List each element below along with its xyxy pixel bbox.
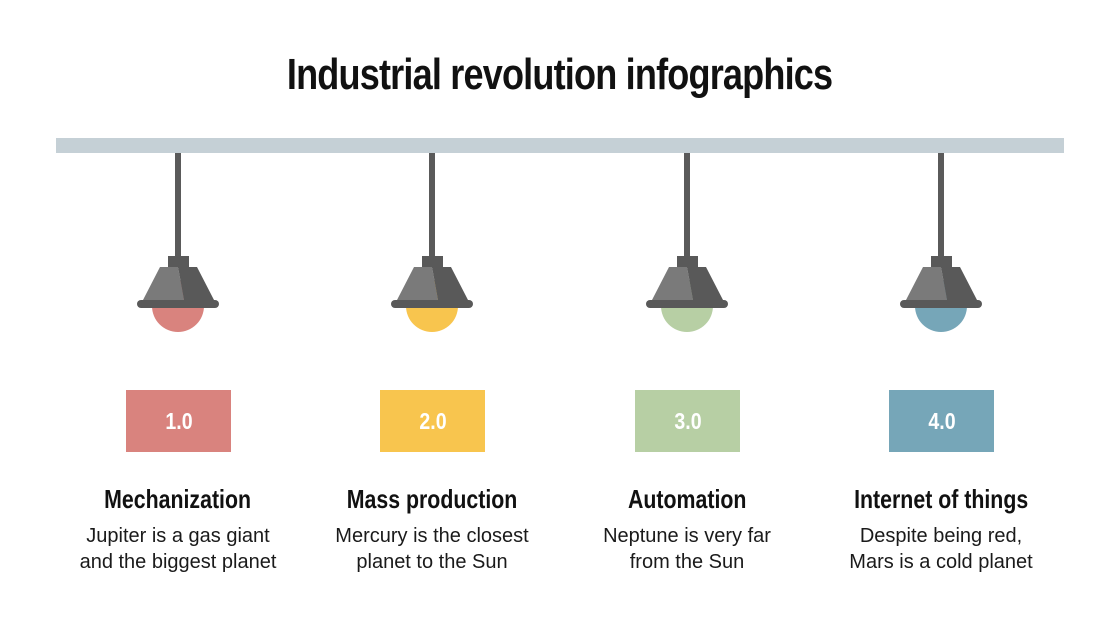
stage-heading-text: Mechanization: [104, 484, 252, 514]
description-line-2: planet to the Sun: [356, 551, 508, 573]
pendant-lamp-icon: [646, 153, 728, 332]
description-line-1: Neptune is very far: [603, 525, 771, 547]
stage-description: Neptune is very far from the Sun: [557, 523, 817, 575]
version-badge: 3.0: [635, 390, 740, 452]
stage-column-4: 4.0 Internet of things Despite being red…: [821, 0, 1061, 630]
stage-column-3: 3.0 Automation Neptune is very far from …: [567, 0, 807, 630]
stage-heading-text: Internet of things: [853, 484, 1029, 514]
stage-heading: Mechanization: [38, 484, 318, 515]
stage-description: Mercury is the closest planet to the Sun: [302, 523, 562, 575]
stage-column-2: 2.0 Mass production Mercury is the close…: [312, 0, 552, 630]
stage-heading-text: Mass production: [346, 484, 518, 514]
description-line-1: Jupiter is a gas giant: [86, 525, 270, 547]
description-line-1: Mercury is the closest: [335, 525, 529, 547]
pendant-lamp-icon: [137, 153, 219, 332]
stage-column-1: 1.0 Mechanization Jupiter is a gas giant…: [58, 0, 298, 630]
pendant-lamp-icon: [900, 153, 982, 332]
page-title: Industrial revolution infographics: [0, 50, 1120, 100]
stage-heading: Internet of things: [801, 484, 1081, 515]
description-line-2: from the Sun: [629, 551, 745, 573]
version-label: 4.0: [927, 407, 956, 434]
description-line-2: Mars is a cold planet: [849, 551, 1033, 573]
version-badge: 1.0: [126, 390, 231, 452]
stage-heading-text: Automation: [627, 484, 747, 514]
version-badge: 2.0: [380, 390, 485, 452]
stage-heading: Mass production: [292, 484, 572, 515]
pendant-lamp-icon: [391, 153, 473, 332]
stage-description: Despite being red, Mars is a cold planet: [811, 523, 1071, 575]
version-label: 1.0: [164, 407, 193, 434]
ceiling-rail: [56, 138, 1064, 153]
version-badge: 4.0: [889, 390, 994, 452]
description-line-2: and the biggest planet: [79, 551, 277, 573]
stage-heading: Automation: [547, 484, 827, 515]
page-title-text: Industrial revolution infographics: [287, 50, 833, 99]
version-label: 2.0: [418, 407, 447, 434]
version-label: 3.0: [673, 407, 702, 434]
description-line-1: Despite being red,: [859, 525, 1023, 547]
stage-description: Jupiter is a gas giant and the biggest p…: [48, 523, 308, 575]
